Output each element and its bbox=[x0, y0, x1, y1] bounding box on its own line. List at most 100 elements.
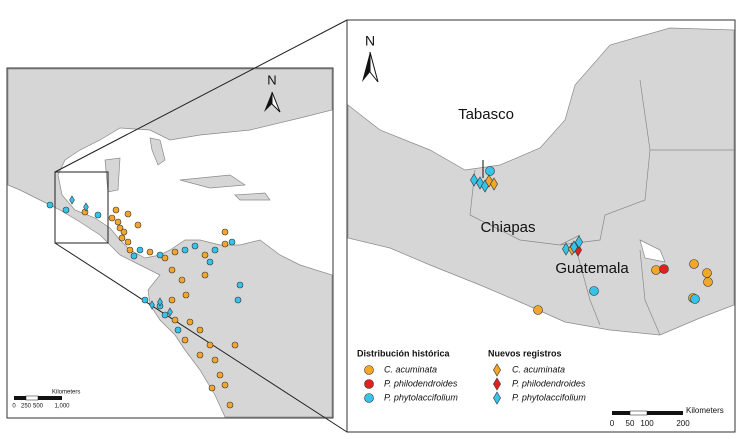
record-point bbox=[211, 246, 219, 254]
record-point bbox=[168, 296, 176, 304]
record-point bbox=[181, 246, 189, 254]
scale-tick: 200 bbox=[676, 419, 690, 428]
record-point bbox=[182, 291, 190, 299]
record-point bbox=[124, 210, 132, 218]
record-point bbox=[589, 286, 599, 296]
record-point bbox=[364, 365, 374, 375]
record-point bbox=[120, 228, 128, 236]
record-point bbox=[171, 316, 179, 324]
record-diamond bbox=[562, 242, 570, 256]
record-diamond bbox=[570, 240, 578, 254]
record-point bbox=[221, 240, 229, 248]
record-point bbox=[134, 221, 142, 229]
record-point bbox=[181, 336, 189, 344]
scale-tick: 0 bbox=[610, 419, 615, 428]
record-point bbox=[156, 251, 164, 259]
record-point bbox=[221, 228, 229, 236]
record-diamond bbox=[157, 297, 163, 307]
right-north-arrow: N bbox=[362, 33, 379, 83]
record-point bbox=[196, 351, 204, 359]
record-point bbox=[124, 238, 132, 246]
right-points bbox=[470, 166, 713, 315]
record-point bbox=[228, 238, 236, 246]
record-diamond bbox=[575, 235, 583, 249]
left-north-arrow: N bbox=[264, 72, 281, 113]
record-diamond bbox=[149, 300, 155, 310]
record-point bbox=[130, 252, 138, 260]
record-diamond bbox=[493, 363, 501, 377]
record-point bbox=[364, 393, 374, 403]
record-point bbox=[118, 234, 126, 242]
record-point bbox=[146, 248, 154, 256]
record-point bbox=[206, 341, 214, 349]
record-point bbox=[114, 218, 122, 226]
record-point bbox=[201, 251, 209, 259]
record-point bbox=[62, 206, 70, 214]
record-diamond bbox=[493, 377, 501, 391]
north-label: N bbox=[365, 33, 375, 49]
legend-label: P. philodendroides bbox=[384, 378, 458, 388]
record-point bbox=[141, 296, 149, 304]
legend-label: C. acuminata bbox=[512, 364, 565, 374]
record-point bbox=[659, 264, 669, 274]
record-point bbox=[126, 246, 134, 254]
record-diamond bbox=[470, 173, 478, 187]
region-label: Chiapas bbox=[480, 219, 535, 236]
record-point bbox=[226, 401, 234, 409]
record-diamond bbox=[167, 307, 173, 317]
legend-label: P. phytolaccifolium bbox=[512, 392, 586, 402]
scale-tick: 0 bbox=[12, 404, 16, 410]
region-label: Guatemala bbox=[555, 260, 629, 277]
record-point bbox=[364, 379, 374, 389]
scale-tick: 50 bbox=[626, 419, 635, 428]
scale-tick: 1,000 bbox=[54, 404, 70, 410]
scale-unit: Kilometers bbox=[686, 406, 724, 415]
record-point bbox=[208, 384, 216, 392]
record-point bbox=[174, 326, 182, 334]
record-point bbox=[171, 248, 179, 256]
north-label: N bbox=[267, 72, 276, 87]
record-point bbox=[196, 326, 204, 334]
record-point bbox=[231, 341, 239, 349]
record-diamond bbox=[69, 195, 75, 205]
record-point bbox=[689, 259, 699, 269]
record-point bbox=[216, 371, 224, 379]
record-diamond bbox=[83, 202, 89, 212]
record-point bbox=[94, 211, 102, 219]
legend: Distribución histórica Nuevos registros … bbox=[357, 348, 586, 405]
zoom-line bbox=[54, 19, 348, 173]
right-land bbox=[347, 27, 735, 336]
record-point bbox=[178, 276, 186, 284]
record-point bbox=[651, 265, 661, 275]
record-diamond bbox=[490, 177, 498, 191]
scale-tick: 100 bbox=[640, 419, 654, 428]
record-point bbox=[108, 214, 116, 222]
legend-label: P. philodendroides bbox=[512, 378, 586, 388]
scale-tick: 500 bbox=[33, 404, 44, 410]
scale-tick: 250 bbox=[21, 404, 32, 410]
record-point bbox=[221, 381, 229, 389]
left-points bbox=[46, 195, 244, 409]
left-land bbox=[7, 68, 333, 418]
legend-label: P. phytolaccifolium bbox=[384, 392, 458, 402]
record-point bbox=[702, 268, 712, 278]
record-point bbox=[112, 206, 120, 214]
inset-frame bbox=[54, 171, 109, 244]
record-point bbox=[186, 318, 194, 326]
record-point bbox=[485, 166, 495, 176]
record-point bbox=[533, 305, 543, 315]
scale-unit: Kilometers bbox=[52, 390, 80, 396]
record-point bbox=[690, 294, 700, 304]
record-point bbox=[136, 246, 144, 254]
left-scale: Kilometers 0 250 500 1,000 bbox=[12, 390, 80, 410]
record-point bbox=[161, 311, 169, 319]
record-point bbox=[116, 224, 124, 232]
record-point bbox=[201, 271, 209, 279]
record-point bbox=[161, 254, 169, 262]
legend-label: C. acuminata bbox=[384, 364, 437, 374]
region-label: Tabasco bbox=[458, 106, 514, 123]
record-diamond bbox=[493, 391, 501, 405]
record-point bbox=[168, 266, 176, 274]
zoom-line bbox=[54, 242, 348, 433]
